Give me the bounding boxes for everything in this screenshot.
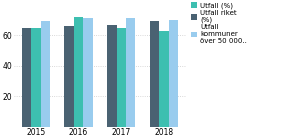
Bar (126, 18, 135, 127)
Bar (83, 18, 93, 127)
Legend: Utfall (%), Utfall riket
(%), Utfall
kommuner
över 50 000..: Utfall (%), Utfall riket (%), Utfall kom… (191, 2, 247, 44)
Bar (150, 21, 159, 127)
Bar (22, 28, 31, 127)
Bar (107, 24, 117, 127)
Bar (40, 21, 50, 127)
Bar (64, 26, 74, 127)
Bar (31, 28, 40, 127)
Bar (117, 28, 126, 127)
Bar (74, 17, 83, 127)
Bar (169, 20, 178, 127)
Bar (159, 31, 169, 127)
